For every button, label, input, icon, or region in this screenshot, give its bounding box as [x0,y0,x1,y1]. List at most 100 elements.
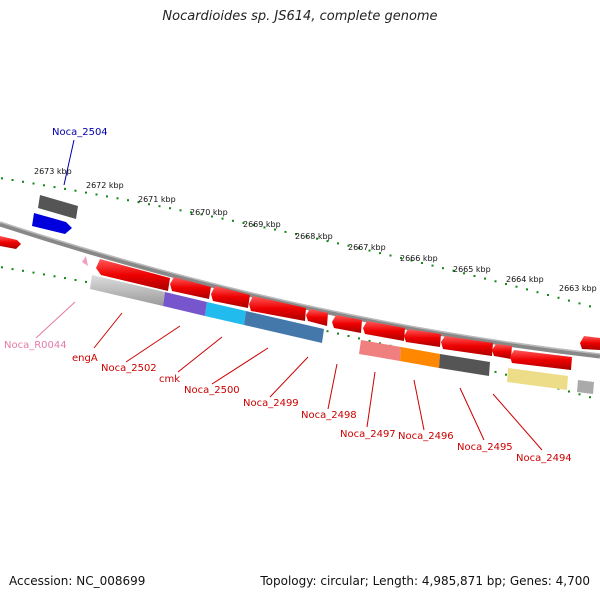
accession-text: Accession: NC_008699 [9,574,146,588]
block-grey[interactable] [577,380,594,394]
reverse-strand-blocks [90,275,594,394]
label-noca-2494: Noca_2494 [516,453,572,464]
gene-arrow-reverse[interactable] [170,277,211,299]
ruler-tick [568,299,570,302]
block-engA[interactable] [90,275,165,306]
block-noca-2496[interactable] [400,347,440,368]
ruler-tick [22,180,24,183]
ruler-tick [316,237,318,240]
ruler-tick [200,213,203,216]
ruler-tick [179,209,182,212]
ruler-tick [11,268,14,271]
block-noca-2494[interactable] [507,368,568,390]
ruler-tick [1,266,3,269]
ruler-tick [253,224,255,227]
scale-ruler-upper [1,177,591,308]
ruler-tick [326,330,329,333]
label-noca-2500: Noca_2500 [184,385,240,396]
scale-label: 2667 kbp [348,243,386,252]
ruler-tick [106,195,108,198]
ruler-tick [232,219,234,222]
ruler-tick [190,211,192,214]
ruler-tick [379,252,381,255]
scale-label: 2670 kbp [190,208,228,217]
reverse-strand-genes [96,259,600,370]
gene-arrow-reverse[interactable] [96,259,170,291]
gene-arrow-reverse[interactable] [492,344,512,359]
ruler-tick [442,267,444,270]
gene-labels: Noca_2504 Noca_R0044 engA Noca_2502 cmk … [4,127,572,464]
ruler-tick [505,283,507,285]
gene-arrow-reverse[interactable] [404,329,441,347]
ruler-tick [295,233,297,236]
gene-arrow-reverse[interactable] [249,296,306,321]
ruler-tick [74,279,77,281]
ruler-tick [379,342,381,345]
leader-lines [35,139,543,451]
ruler-tick [85,280,87,283]
ruler-tick [400,257,402,259]
ruler-tick [211,215,213,218]
ruler-tick [557,296,560,299]
ruler-tick [526,288,528,291]
scale-label: 2666 kbp [400,254,438,263]
ruler-tick [85,191,87,194]
ruler-tick [473,275,476,277]
ruler-tick [242,222,245,224]
label-cmk: cmk [159,374,180,385]
scale-labels: 2673 kbp 2672 kbp 2671 kbp 2670 kbp 2669… [34,167,597,293]
gene-arrow-reverse[interactable] [211,286,250,308]
ruler-tick [494,370,497,373]
gene-arrow-reverse[interactable] [363,321,405,341]
ruler-tick [589,305,591,308]
label-noca-2495: Noca_2495 [457,442,513,453]
gene-arrow-reverse[interactable] [441,336,493,356]
ruler-tick [64,277,66,280]
label-noca-2499: Noca_2499 [243,398,299,409]
ruler-tick [22,269,24,272]
ruler-tick [169,207,171,210]
ruler-tick [368,249,371,252]
ruler-tick [494,280,497,283]
label-noca-2496: Noca_2496 [398,431,454,442]
ruler-tick [421,262,423,264]
gene-arrow-reverse[interactable] [332,315,362,333]
topology-text: Topology: circular; Length: 4,985,871 bp… [260,574,590,588]
ruler-tick [578,302,581,305]
ruler-tick [431,264,434,267]
ruler-tick [32,182,35,185]
gene-arrow-noca-2504[interactable] [32,213,72,234]
scale-label: 2669 kbp [243,220,281,229]
label-noca-2498: Noca_2498 [301,410,357,421]
ruler-tick [148,203,150,206]
block-noca-2502[interactable] [163,292,207,316]
gene-arrow-reverse[interactable] [306,309,328,326]
block-noca-2497[interactable] [359,340,401,361]
ruler-tick [368,339,371,342]
ruler-tick [578,393,581,396]
block-noca-2500[interactable] [244,311,324,343]
scale-label: 2663 kbp [559,284,597,293]
scale-label: 2668 kbp [295,232,333,241]
ruler-tick [53,186,56,189]
scale-label: 2665 kbp [453,265,491,274]
gene-block-noca-2504-dark[interactable] [38,195,78,219]
gene-arrow-forward[interactable] [0,236,21,249]
rna-marker-noca-r0044[interactable] [82,256,88,266]
ruler-tick [410,259,413,262]
block-noca-2495[interactable] [439,354,490,376]
ruler-tick [536,291,539,294]
block-cmk[interactable] [205,302,246,325]
gene-arrow-reverse[interactable] [510,350,572,370]
label-noca-2504: Noca_2504 [52,127,108,138]
ruler-tick [515,285,518,288]
genome-backbone [0,221,600,359]
gene-arrow-reverse[interactable] [580,336,600,350]
ruler-tick [463,272,465,275]
ruler-tick [127,199,129,202]
ruler-tick [484,277,486,280]
ruler-tick [389,254,392,257]
ruler-tick [263,226,266,229]
scale-label: 2672 kbp [86,181,124,190]
